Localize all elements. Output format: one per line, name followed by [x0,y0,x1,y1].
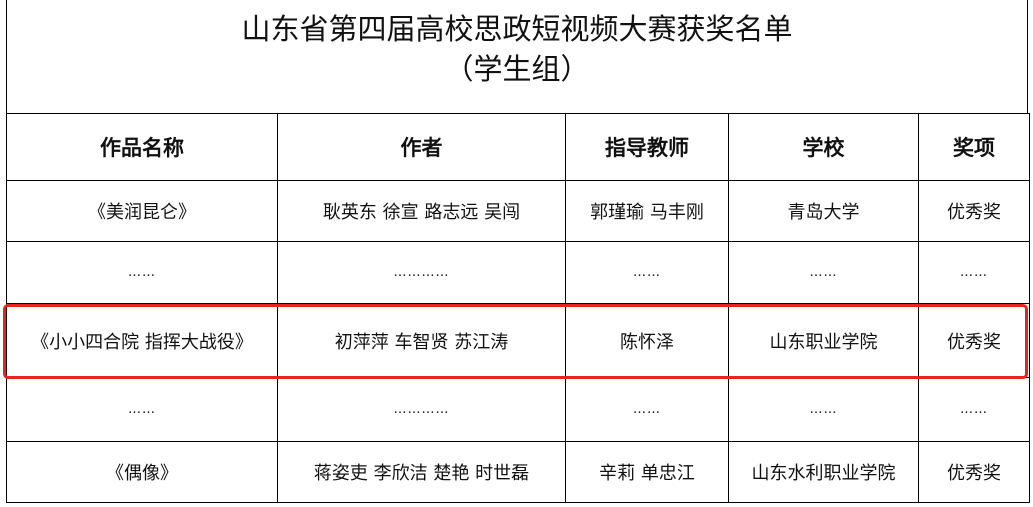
cell-advisor: …… [565,377,729,442]
cell-award: 优秀奖 [918,180,1030,242]
table-row-ellipsis: …… ………… …… …… …… [6,241,1030,304]
table-row-ellipsis: …… ………… …… …… …… [6,377,1030,442]
cell-author: ………… [277,241,566,304]
cell-school: 青岛大学 [728,180,919,242]
header-row: 作品名称 作者 指导教师 学校 奖项 [6,113,1030,181]
cell-school: …… [728,377,919,442]
cell-advisor: 陈怀泽 [565,303,729,378]
cell-work-name: 《小小四合院 指挥大战役》 [6,303,278,378]
cell-award: …… [918,241,1030,304]
header-author: 作者 [277,113,566,181]
cell-author: 耿英东 徐宣 路志远 吴闯 [277,180,566,242]
table-row-highlighted: 《小小四合院 指挥大战役》 初萍萍 车智贤 苏江涛 陈怀泽 山东职业学院 优秀奖 [6,303,1030,378]
table-row: 《偶像》 蒋姿吏 李欣洁 楚艳 时世磊 辛莉 单忠江 山东水利职业学院 优秀奖 [6,441,1030,503]
header-award: 奖项 [918,113,1030,181]
cell-advisor: …… [565,241,729,304]
title-line-1: 山东省第四届高校思政短视频大赛获奖名单 [241,12,793,46]
cell-author: ………… [277,377,566,442]
cell-award: …… [918,377,1030,442]
cell-school: 山东水利职业学院 [728,441,919,503]
header-advisor: 指导教师 [565,113,729,181]
table-row: 《美润昆仑》 耿英东 徐宣 路志远 吴闯 郭瑾瑜 马丰刚 青岛大学 优秀奖 [6,180,1030,242]
cell-work-name: 《美润昆仑》 [6,180,278,242]
header-work-name: 作品名称 [6,113,278,181]
header-school: 学校 [728,113,919,181]
cell-work-name: 《偶像》 [6,441,278,503]
award-table: 作品名称 作者 指导教师 学校 奖项 《美润昆仑》 耿英东 徐宣 路志远 吴闯 … [6,113,1030,503]
cell-award: 优秀奖 [918,303,1030,378]
cell-school: 山东职业学院 [728,303,919,378]
cell-school: …… [728,241,919,304]
cell-advisor: 辛莉 单忠江 [565,441,729,503]
cell-author: 蒋姿吏 李欣洁 楚艳 时世磊 [277,441,566,503]
cell-work-name: …… [6,241,278,304]
cell-work-name: …… [6,377,278,442]
cell-author: 初萍萍 车智贤 苏江涛 [277,303,566,378]
document-title: 山东省第四届高校思政短视频大赛获奖名单 （学生组） [6,0,1028,113]
cell-award: 优秀奖 [918,441,1030,503]
title-line-2: （学生组） [444,52,590,86]
cell-advisor: 郭瑾瑜 马丰刚 [565,180,729,242]
